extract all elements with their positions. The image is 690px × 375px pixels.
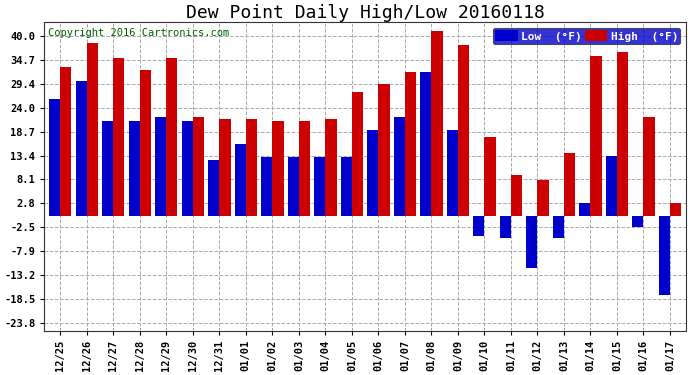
Bar (299, 122, 310, 216)
Bar (659, 216, 670, 294)
Bar (538, 180, 549, 216)
Bar (87, 43, 98, 216)
Bar (644, 117, 655, 216)
Bar (670, 203, 681, 216)
Bar (49, 99, 60, 216)
Bar (181, 122, 193, 216)
Bar (113, 58, 124, 216)
Bar (617, 52, 628, 216)
Bar (405, 72, 416, 216)
Bar (431, 32, 442, 216)
Bar (591, 56, 602, 216)
Bar (553, 216, 564, 238)
Bar (352, 92, 363, 216)
Bar (367, 130, 378, 216)
Bar (246, 119, 257, 216)
Text: Copyright 2016 Cartronics.com: Copyright 2016 Cartronics.com (48, 28, 229, 39)
Bar (166, 58, 177, 216)
Bar (219, 119, 230, 216)
Bar (155, 117, 166, 216)
Legend: Low  (°F), High  (°F): Low (°F), High (°F) (493, 28, 680, 44)
Bar (193, 117, 204, 216)
Bar (473, 216, 484, 236)
Bar (288, 158, 299, 216)
Bar (102, 122, 113, 216)
Bar (484, 137, 495, 216)
Bar (564, 153, 575, 216)
Bar (140, 70, 151, 216)
Bar (446, 130, 458, 216)
Bar (341, 158, 352, 216)
Bar (580, 203, 591, 216)
Bar (326, 119, 337, 216)
Bar (526, 216, 538, 267)
Bar (394, 117, 405, 216)
Bar (235, 144, 246, 216)
Bar (500, 216, 511, 238)
Bar (273, 122, 284, 216)
Bar (606, 156, 617, 216)
Title: Dew Point Daily High/Low 20160118: Dew Point Daily High/Low 20160118 (186, 4, 544, 22)
Bar (632, 216, 644, 227)
Bar (60, 68, 72, 216)
Bar (511, 176, 522, 216)
Bar (458, 45, 469, 216)
Bar (420, 72, 431, 216)
Bar (76, 81, 87, 216)
Bar (314, 158, 326, 216)
Bar (208, 160, 219, 216)
Bar (262, 158, 273, 216)
Bar (129, 122, 140, 216)
Bar (378, 84, 390, 216)
